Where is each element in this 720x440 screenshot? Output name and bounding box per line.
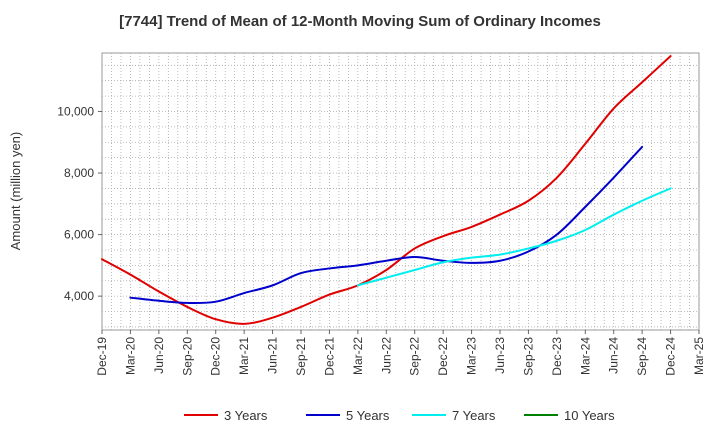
series-line-5-years: [129, 145, 644, 305]
x-tick-label: Mar-20: [123, 337, 137, 375]
plot-area: [101, 52, 700, 331]
x-gridlines: [111, 53, 690, 330]
x-tick-label: Sep-22: [408, 337, 422, 376]
legend-label: 10 Years: [564, 408, 615, 423]
legend-label: 3 Years: [224, 408, 268, 423]
x-tick-label: Dec-23: [550, 337, 564, 376]
y-axis-ticks: 4,000 6,000 8,000 10,000: [57, 104, 102, 303]
x-tick-label: Mar-25: [692, 337, 706, 375]
legend-label: 7 Years: [452, 408, 496, 423]
x-tick-label: Sep-21: [294, 337, 308, 376]
x-tick-label: Dec-19: [95, 337, 109, 376]
y-axis-label: Amount (million yen): [8, 132, 23, 251]
x-tick-label: Jun-24: [607, 337, 621, 374]
x-tick-label: Mar-21: [237, 337, 251, 375]
chart-title: [7744] Trend of Mean of 12-Month Moving …: [119, 13, 601, 30]
y-gridlines: [102, 64, 699, 328]
x-tick-label: Mar-22: [351, 337, 365, 375]
x-tick-label: Sep-20: [180, 337, 194, 376]
x-tick-label: Jun-22: [379, 337, 393, 374]
x-tick-label: Sep-24: [635, 337, 649, 376]
series-line-3-years: [101, 55, 672, 325]
y-tick-label: 6,000: [64, 228, 94, 242]
y-tick-label: 4,000: [64, 289, 94, 303]
x-tick-label: Sep-23: [521, 337, 535, 376]
legend-label: 5 Years: [346, 408, 390, 423]
x-tick-label: Mar-24: [578, 337, 592, 375]
x-tick-label: Jun-23: [493, 337, 507, 374]
x-tick-label: Dec-21: [322, 337, 336, 376]
x-tick-label: Mar-23: [465, 337, 479, 375]
legend: 3 Years 5 Years 7 Years 10 Years: [184, 408, 615, 423]
series-line-7-years: [356, 187, 672, 287]
x-tick-label: Dec-22: [436, 337, 450, 376]
x-tick-label: Dec-20: [209, 337, 223, 376]
x-tick-label: Dec-24: [664, 337, 678, 376]
series-lines: [101, 55, 672, 325]
x-tick-label: Jun-20: [152, 337, 166, 374]
x-tick-label: Jun-21: [266, 337, 280, 374]
x-axis-ticks: Dec-19 Mar-20 Jun-20 Sep-20 Dec-20 Mar-21 Jun-…: [95, 330, 706, 376]
y-tick-label: 8,000: [64, 166, 94, 180]
y-tick-label: 10,000: [57, 104, 94, 118]
